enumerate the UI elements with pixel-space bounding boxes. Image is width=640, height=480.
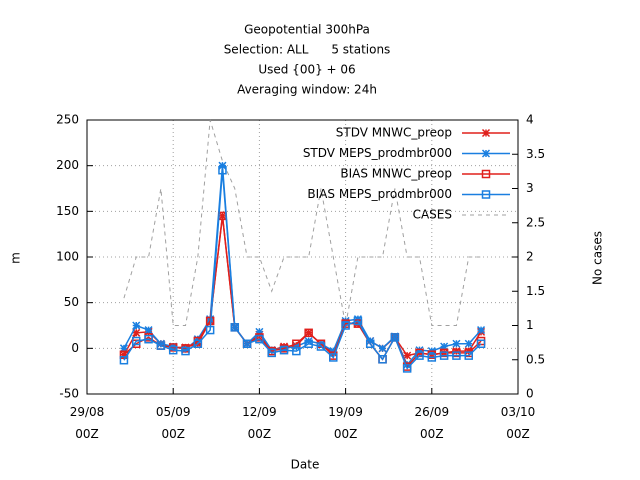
point-marker [304, 339, 313, 349]
point-marker [439, 351, 449, 360]
point-marker [292, 346, 301, 356]
point-marker [144, 326, 153, 335]
point-marker [402, 364, 412, 373]
point-marker [205, 325, 215, 335]
point-marker [353, 316, 363, 326]
point-marker [427, 353, 437, 362]
x-tick-label: 29/08 00Z [70, 405, 105, 441]
point-marker [255, 327, 264, 336]
y-tick-label: 150 [56, 204, 79, 218]
legend-marker [481, 128, 491, 138]
legend-marker [481, 190, 491, 199]
series-line [123, 170, 482, 370]
point-marker [218, 161, 227, 170]
point-marker [193, 335, 202, 344]
point-marker [403, 351, 412, 360]
y-tick-label: 200 [56, 158, 79, 172]
x-tick-label: 19/09 00Z [328, 405, 363, 441]
point-marker [132, 328, 141, 337]
y2-axis-label: No cases [591, 231, 605, 285]
point-marker [132, 336, 141, 346]
point-marker [378, 355, 387, 364]
point-marker [329, 347, 338, 356]
legend-label: STDV MEPS_prodmbr000 [303, 146, 452, 160]
point-marker [341, 316, 350, 325]
point-marker [292, 342, 301, 351]
point-marker [341, 321, 350, 330]
point-marker [415, 346, 424, 355]
point-marker [316, 342, 326, 351]
y2-tick-label: 1 [526, 318, 534, 332]
point-marker [304, 336, 313, 346]
point-marker [452, 351, 461, 360]
point-marker [440, 342, 449, 351]
point-marker [464, 339, 473, 348]
point-marker [181, 346, 190, 356]
point-marker [168, 345, 178, 355]
y2-tick-label: 4 [526, 113, 534, 127]
point-marker [329, 353, 338, 362]
point-marker [365, 339, 375, 349]
point-marker [242, 339, 252, 349]
y-axis-label: m [9, 252, 23, 264]
point-marker [119, 355, 129, 365]
legend-label: CASES [413, 208, 452, 222]
point-marker [304, 328, 313, 338]
legend-marker [481, 149, 491, 158]
point-marker [452, 339, 461, 348]
point-marker [144, 334, 153, 344]
x-tick-label: 26/09 00Z [415, 405, 450, 441]
point-marker [193, 339, 203, 349]
point-marker [218, 165, 227, 175]
point-marker [477, 326, 486, 335]
chart-title: Geopotential 300hPa [244, 23, 370, 37]
y2-tick-label: 0 [526, 387, 534, 401]
point-marker [119, 344, 128, 353]
point-marker [415, 351, 424, 360]
point-marker [464, 347, 473, 356]
point-marker [181, 345, 190, 354]
point-marker [378, 344, 387, 353]
point-marker [230, 323, 240, 332]
plot-frame [86, 119, 519, 395]
y2-tick-label: 3.5 [526, 147, 545, 161]
x-tick-label: 12/09 00Z [242, 405, 277, 441]
x-tick-label: 05/09 00Z [156, 405, 191, 441]
point-marker [390, 333, 400, 342]
point-marker [279, 345, 289, 355]
subtitle: Used {00} + 06 [258, 63, 355, 77]
point-marker [464, 351, 473, 360]
y2-tick-label: 3 [526, 181, 534, 195]
point-marker [255, 334, 264, 344]
legend-label: BIAS MNWC_preop [340, 167, 452, 181]
subtitle: Selection: ALL 5 stations [224, 43, 391, 57]
y-tick-label: 50 [64, 295, 79, 309]
point-marker [156, 339, 165, 348]
y-tick-label: 250 [56, 113, 79, 127]
legend-label: BIAS MEPS_prodmbr000 [307, 187, 452, 201]
legend-marker [481, 169, 491, 179]
y2-tick-label: 2 [526, 250, 534, 264]
series-line [123, 215, 482, 357]
y-tick-label: -50 [59, 387, 79, 401]
point-marker [267, 348, 276, 358]
point-marker [452, 347, 461, 356]
point-marker [353, 315, 362, 324]
point-marker [476, 339, 486, 349]
point-marker [156, 341, 166, 350]
x-tick-label: 03/10 00Z [501, 405, 536, 441]
legend-label: STDV MNWC_preop [336, 126, 452, 140]
y-tick-label: 100 [56, 250, 79, 264]
point-marker [132, 321, 141, 330]
subtitle: Averaging window: 24h [237, 83, 377, 97]
y2-tick-label: 1.5 [526, 284, 545, 298]
series-line [123, 119, 482, 326]
point-marker [119, 350, 128, 359]
x-axis-label: Date [291, 458, 320, 472]
y-tick-label: 0 [71, 341, 79, 355]
y2-tick-label: 2.5 [526, 215, 545, 229]
y2-tick-label: 0.5 [526, 352, 545, 366]
point-marker [366, 336, 375, 346]
